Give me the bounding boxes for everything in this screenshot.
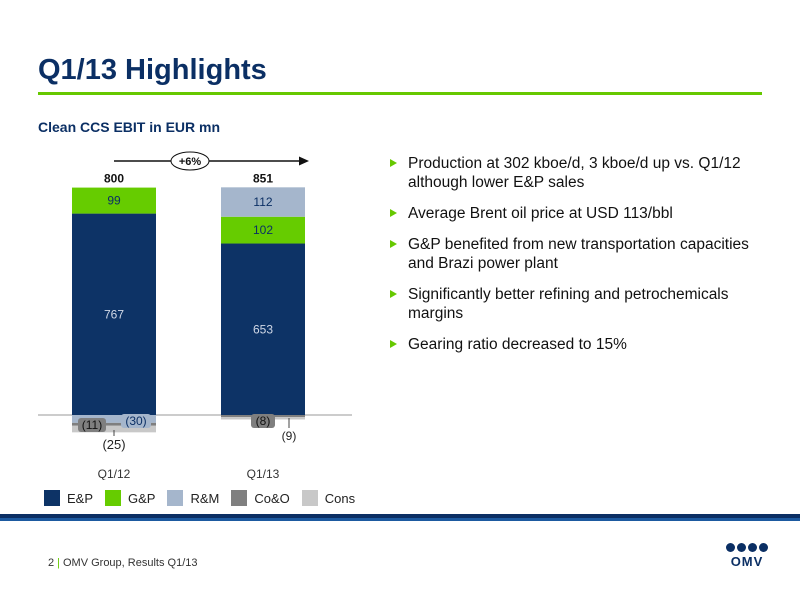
page-title: Q1/13 Highlights <box>38 54 267 86</box>
x-tick-label: Q1/13 <box>247 467 280 480</box>
data-label-rm-q113: 112 <box>253 195 272 209</box>
growth-badge <box>170 151 210 171</box>
data-label-box-coo-q113 <box>251 414 275 428</box>
data-label-ep-q113: 653 <box>253 322 273 336</box>
bullet-item: Significantly better refining and petroc… <box>388 285 768 323</box>
legend-item-gp: G&P <box>105 490 155 506</box>
legend-label: E&P <box>67 490 94 506</box>
bullet-item: Production at 302 kboe/d, 3 kboe/d up vs… <box>388 154 768 192</box>
bullet-text: Significantly better refining and petroc… <box>408 286 729 322</box>
chart-title: Clean CCS EBIT in EUR mn <box>38 119 221 135</box>
footer-band-light <box>0 518 800 521</box>
bullet-triangle-icon <box>390 159 397 167</box>
chart-legend: E&P G&P R&M Co&O Cons <box>44 490 367 506</box>
footer-separator: | <box>57 557 60 569</box>
growth-arrowhead-icon <box>299 156 309 166</box>
footer-label: OMV Group, Results Q1/13 <box>62 557 198 569</box>
legend-item-ep: E&P <box>44 490 93 506</box>
x-tick-label: Q1/12 <box>98 467 131 480</box>
bullet-triangle-icon <box>390 340 397 348</box>
data-label-box-rm-q112 <box>121 414 151 428</box>
data-label-coo-q112: (11) <box>82 418 102 432</box>
legend-item-cons: Cons <box>301 490 356 506</box>
bullet-text: Gearing ratio decreased to 15% <box>408 336 627 353</box>
bullet-triangle-icon <box>390 209 397 217</box>
bullet-item: G&P benefited from new transportation ca… <box>388 235 768 273</box>
logo-text: OMV <box>730 554 764 569</box>
bar-segment-cons-0 <box>72 425 156 433</box>
bar-segment-coo-0 <box>72 422 156 426</box>
highlights-list: Production at 302 kboe/d, 3 kboe/d up vs… <box>388 154 768 366</box>
data-label-gp-q112: 99 <box>107 194 121 208</box>
data-label-box-coo-q112 <box>78 418 106 432</box>
bar-segment-ep-0 <box>72 213 156 415</box>
bullet-triangle-icon <box>390 240 397 248</box>
legend-swatch <box>44 490 60 506</box>
legend-label: Co&O <box>254 490 290 506</box>
bullet-text: Average Brent oil price at USD 113/bbl <box>408 205 673 222</box>
bar-segment-ep-1 <box>221 243 305 415</box>
data-label-gp-q113: 102 <box>253 223 273 237</box>
bar-segment-rm-0 <box>72 415 156 423</box>
legend-swatch <box>167 490 184 506</box>
legend-item-rm: R&M <box>167 490 219 506</box>
legend-label: R&M <box>190 490 220 506</box>
bar-total-label: 800 <box>104 172 124 186</box>
legend-swatch <box>301 490 318 506</box>
legend-swatch <box>105 490 122 506</box>
omv-logo: OMV <box>722 543 772 569</box>
bar-segment-rm-1 <box>221 187 305 217</box>
bar-segment-gp-1 <box>221 216 305 244</box>
page-number: 2 <box>48 557 55 569</box>
data-label-cons-q112: (25) <box>102 437 125 452</box>
legend-item-coo: Co&O <box>231 490 290 506</box>
bullet-item: Average Brent oil price at USD 113/bbl <box>388 204 768 223</box>
growth-label: +6% <box>179 156 202 168</box>
footer: 2 | OMV Group, Results Q1/13 <box>48 557 197 569</box>
legend-label: G&P <box>128 490 156 506</box>
logo-dots-icon <box>722 543 772 552</box>
data-label-ep-q112: 767 <box>104 307 124 321</box>
bullet-triangle-icon <box>390 290 397 298</box>
footer-band-dark <box>0 514 800 518</box>
title-rule <box>38 92 762 95</box>
bar-segment-gp-0 <box>72 187 156 214</box>
ebit-stacked-bar-chart: 800 Q1/12 851 Q1/13 767 99 (30) (11)(25) 653 102 1… <box>38 151 352 480</box>
data-label-rm-q112: (30) <box>125 414 146 428</box>
bullet-item: Gearing ratio decreased to 15% <box>388 335 768 354</box>
legend-swatch <box>231 490 248 506</box>
bullet-text: Production at 302 kboe/d, 3 kboe/d up vs… <box>408 155 741 191</box>
data-label-cons-q113: (9) <box>282 429 297 443</box>
legend-label: Cons <box>324 490 356 506</box>
data-label-coo-q113: (8) <box>256 414 271 428</box>
bar-total-label: 851 <box>253 171 273 185</box>
bullet-text: G&P benefited from new transportation ca… <box>408 236 749 272</box>
